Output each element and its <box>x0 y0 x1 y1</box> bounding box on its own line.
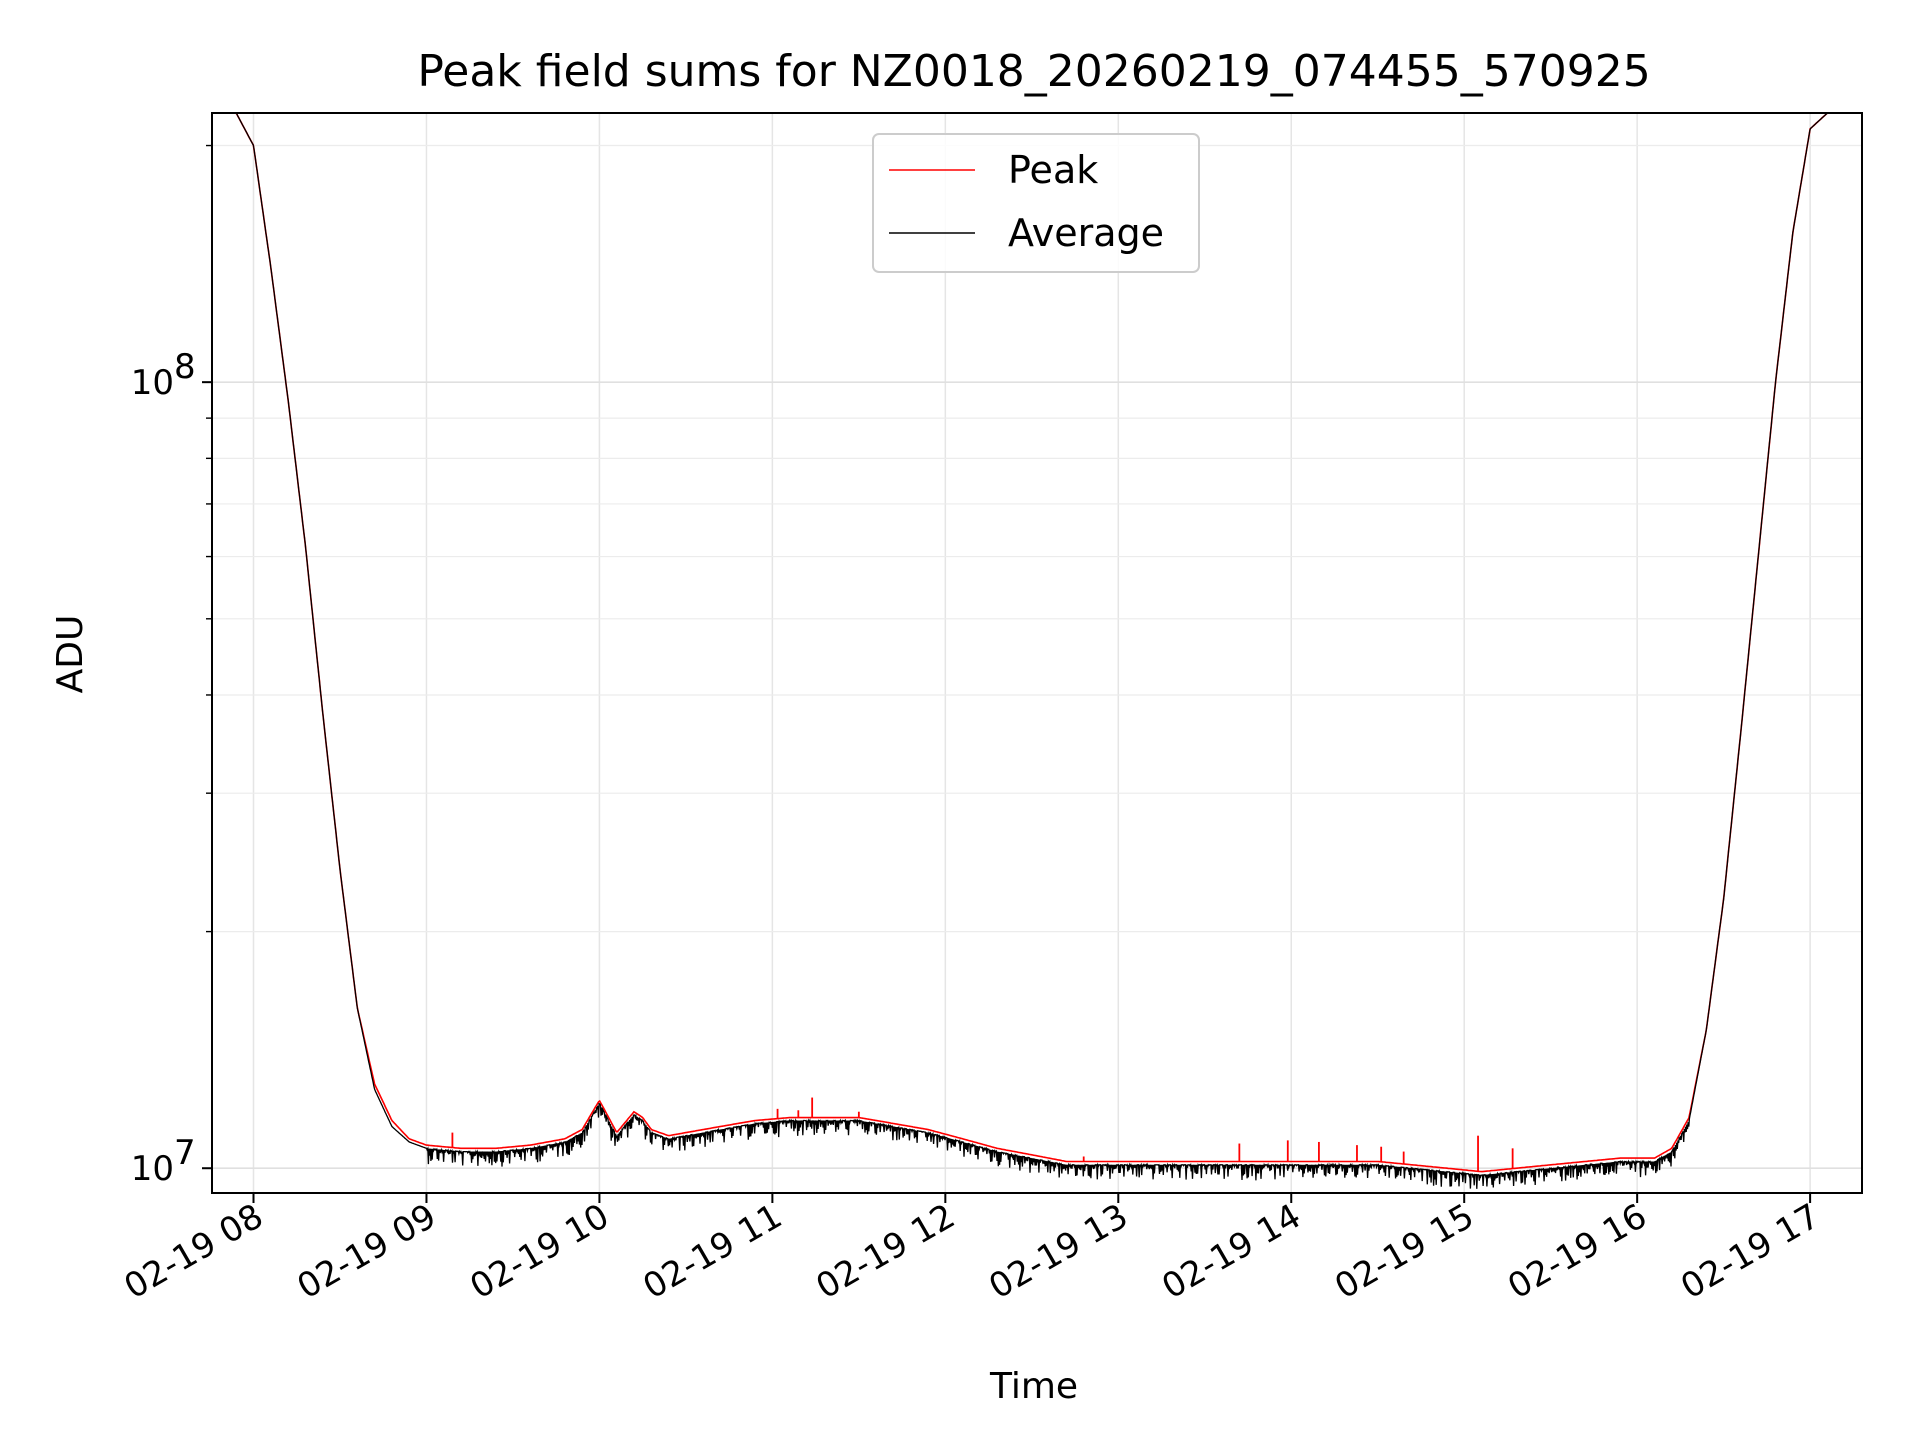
series-layer <box>212 113 1862 1189</box>
legend-box <box>872 133 1200 273</box>
plot-frame <box>211 112 1863 1194</box>
y-tick-exponent: 8 <box>174 347 196 387</box>
y-tick-exponent: 7 <box>174 1133 196 1173</box>
y-tick-label: 10 <box>131 363 174 403</box>
chart-title: Peak field sums for NZ0018_20260219_0744… <box>417 46 1650 97</box>
y-tick-base: 10 <box>131 1149 174 1189</box>
y-tick-base: 10 <box>131 363 174 403</box>
legend-average-label: Average <box>1008 211 1164 255</box>
y-tick-label: 10 <box>131 1149 174 1189</box>
legend: Peak Average <box>872 133 1200 273</box>
peak-series-line <box>212 113 1862 1173</box>
legend-peak-label: Peak <box>1008 148 1098 192</box>
y-axis-label: ADU <box>50 615 91 694</box>
x-axis-label: Time <box>989 1366 1078 1407</box>
average-series-line <box>212 113 1862 1189</box>
